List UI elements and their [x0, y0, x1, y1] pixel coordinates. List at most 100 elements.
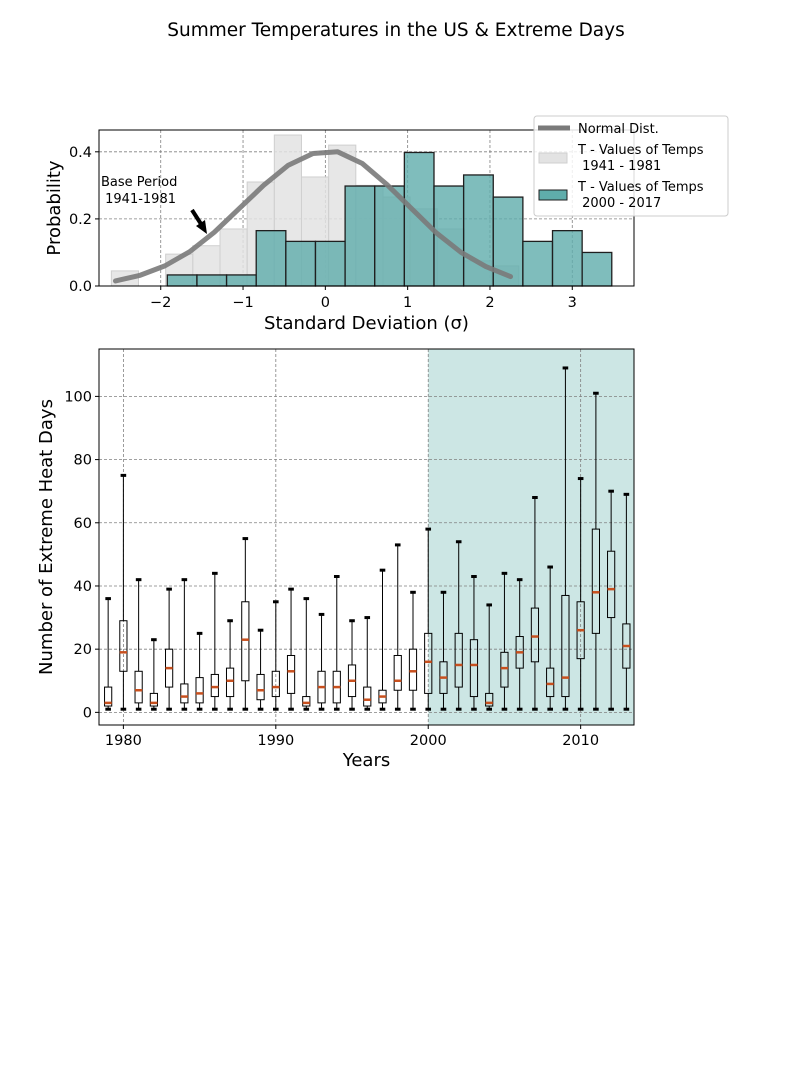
box-1992	[302, 597, 311, 711]
annotation-arrow-icon	[190, 208, 207, 234]
iqr-box	[469, 639, 479, 698]
box-1984	[180, 578, 189, 711]
iqr-box	[104, 686, 113, 707]
legend: Normal Dist. T - Values of Temps 1941 - …	[533, 115, 729, 217]
box-1986	[210, 571, 219, 711]
box-2002	[454, 540, 463, 711]
histogram-y-tick-label: 0.0	[69, 279, 92, 295]
box-2007	[530, 496, 540, 711]
iqr-box	[454, 632, 463, 688]
box-1991	[286, 587, 296, 711]
histogram-x-tick-label: −1	[232, 295, 253, 311]
boxplot-boxes	[104, 366, 631, 711]
recent-period-bar	[581, 251, 613, 287]
iqr-box	[256, 673, 265, 701]
boxplot-y-label: Number of Extreme Heat Days	[36, 399, 57, 675]
boxplot-x-tick-label: 2010	[562, 733, 599, 749]
box-1981	[134, 578, 143, 711]
legend-normal-label: Normal Dist.	[578, 122, 659, 137]
boxplot-y-tick-label: 20	[74, 642, 92, 658]
recent-period-bar	[225, 274, 257, 287]
box-1983	[165, 587, 174, 711]
box-1995	[347, 619, 357, 711]
iqr-box	[500, 651, 509, 688]
box-2000	[424, 527, 433, 711]
histogram-x-tick-label: −2	[150, 295, 171, 311]
legend-base-label-line2: 1941 - 1981	[578, 159, 661, 174]
histogram-y-tick-label: 0.2	[69, 212, 92, 228]
recent-period-bar	[374, 185, 406, 287]
recent-period-bars	[166, 151, 613, 287]
iqr-box	[591, 528, 600, 634]
legend-recent-swatch	[538, 189, 568, 201]
boxplot-y-tick-label: 40	[74, 579, 92, 595]
boxplot-y-tick-label: 80	[74, 453, 92, 469]
box-2012	[607, 489, 616, 711]
boxplot-y-tick-label: 100	[64, 389, 92, 405]
boxplot-x-tick-label: 2000	[410, 733, 447, 749]
histogram-x-tick-label: 3	[568, 295, 577, 311]
recent-period-bar	[285, 240, 317, 287]
recent-period-bar	[196, 274, 228, 287]
iqr-box	[210, 673, 219, 698]
iqr-box	[134, 670, 143, 704]
iqr-box	[225, 667, 235, 698]
box-1988	[241, 537, 250, 711]
iqr-box	[546, 667, 555, 698]
histogram-y-tick-label: 0.4	[69, 145, 92, 161]
boxplot-x-tick-label: 1980	[105, 733, 142, 749]
box-2013	[622, 492, 631, 711]
box-1999	[408, 590, 418, 711]
legend-box	[533, 115, 729, 217]
histogram-x-tick-label: 2	[485, 295, 494, 311]
box-2006	[515, 578, 524, 711]
boxplot-ticks: 1980 1990 2000 2010 0 20 40 60 80 100	[64, 389, 599, 749]
recent-period-bar	[522, 240, 554, 287]
histogram-x-tick-label: 1	[403, 295, 412, 311]
histogram-ticks: −2 −1 0 1 2 3 0.0 0.2 0.4	[69, 145, 577, 311]
recent-period-bar	[551, 229, 583, 287]
iqr-box	[363, 686, 372, 707]
legend-recent-label-line1: T - Values of Temps	[577, 180, 704, 195]
normal-dist-line	[112, 149, 514, 284]
box-1979	[104, 597, 113, 711]
boxplot-y-tick-label: 60	[74, 516, 92, 532]
box-2011	[591, 391, 600, 711]
box-2001	[439, 590, 448, 711]
annotation-text-line2: 1941-1981	[101, 192, 176, 207]
recent-period-bar	[314, 240, 346, 287]
iqr-box	[408, 648, 418, 691]
iqr-box	[485, 692, 494, 707]
boxplot-x-label: Years	[342, 750, 391, 771]
legend-recent-label-line2: 2000 - 2017	[578, 196, 661, 211]
histogram-x-tick-label: 0	[321, 295, 330, 311]
iqr-box	[393, 654, 402, 691]
box-1989	[256, 628, 265, 711]
iqr-box	[530, 607, 540, 663]
iqr-box	[424, 632, 433, 694]
box-2004	[485, 603, 494, 711]
box-1980	[119, 473, 128, 711]
iqr-box	[119, 620, 128, 672]
iqr-box	[302, 696, 311, 707]
box-1993	[317, 612, 326, 711]
histogram-chart: −2 −1 0 1 2 3 0.0 0.2 0.4 Standard Deviation (σ)…	[44, 115, 729, 334]
figure-title: Summer Temperatures in the US & Extreme …	[167, 20, 624, 41]
box-2005	[500, 571, 509, 711]
box-2010	[576, 477, 585, 711]
box-1994	[332, 574, 341, 711]
iqr-box	[271, 670, 280, 698]
histogram-y-label: Probability	[44, 160, 65, 255]
box-1998	[393, 543, 402, 711]
box-2008	[546, 565, 555, 711]
iqr-box	[149, 692, 158, 707]
box-2003	[469, 574, 479, 711]
boxplot-axes-frame	[98, 348, 635, 726]
annotation-text-line1: Base Period	[101, 175, 177, 190]
box-1987	[225, 619, 235, 711]
box-1996	[363, 616, 372, 711]
iqr-box	[241, 601, 250, 682]
legend-base-label-line1: T - Values of Temps	[577, 143, 704, 158]
box-1990	[271, 600, 280, 711]
